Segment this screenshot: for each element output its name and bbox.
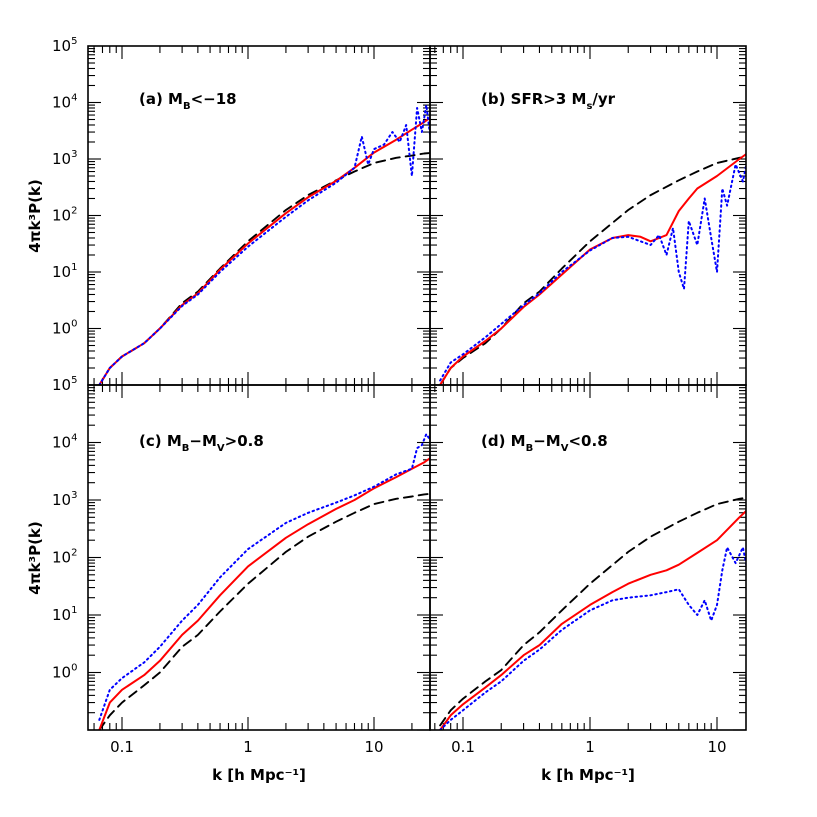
y-tick-label: 101 — [52, 262, 77, 281]
series-solid-line — [98, 116, 430, 385]
series-dashed-line — [439, 496, 746, 727]
x-tick-label: 10 — [364, 738, 383, 756]
panel-b-label: (b) SFR>3 Ms/yr — [481, 90, 616, 112]
series-dashed-line — [439, 155, 746, 385]
panel-a-ticks — [88, 46, 430, 386]
y-axis-title-bottom: 4πk³P(k) — [26, 521, 44, 595]
x-axis-title-right: k [h Mpc⁻¹] — [541, 766, 635, 784]
y-tick-labels: 100 101 102 103 104 105 100 101 102 103 104 105 — [52, 36, 77, 682]
panel-c-ticks — [88, 385, 430, 731]
y-axis-title-top: 4πk³P(k) — [26, 179, 44, 253]
series-dotted-line — [98, 433, 430, 721]
y-tick-label: 100 — [52, 663, 77, 682]
y-tick-label: 105 — [52, 375, 77, 394]
panel-d-frame — [429, 384, 747, 731]
panel-d-lines — [439, 496, 746, 730]
x-tick-labels: 0.1 1 10 0.1 1 10 — [110, 738, 726, 756]
y-tick-label: 104 — [52, 433, 77, 452]
y-tick-label: 103 — [52, 490, 77, 509]
x-tick-label: 10 — [707, 738, 726, 756]
panel-a-lines — [98, 104, 430, 385]
series-dashed-line — [98, 152, 430, 385]
x-tick-label: 1 — [243, 738, 253, 756]
series-dotted-line — [439, 160, 746, 382]
panel-a-label: (a) MB<−18 — [139, 90, 237, 112]
panel-d-label: (d) MB−MV<0.8 — [481, 432, 608, 454]
y-tick-label: 105 — [52, 36, 77, 55]
panel-a: (a) MB<−18 — [87, 45, 431, 386]
x-tick-label: 0.1 — [451, 738, 475, 756]
panel-b-ticks — [430, 46, 746, 386]
panel-c-lines — [98, 433, 430, 730]
panel-b-lines — [439, 152, 746, 385]
y-tick-label: 102 — [52, 206, 77, 225]
series-dashed-line — [98, 492, 430, 730]
panel-c: (c) MB−MV>0.8 — [87, 384, 431, 731]
series-solid-line — [439, 152, 746, 385]
panel-b-frame — [429, 45, 747, 386]
y-tick-label: 103 — [52, 149, 77, 168]
y-tick-label: 102 — [52, 548, 77, 567]
panel-c-label: (c) MB−MV>0.8 — [139, 432, 264, 454]
series-dotted-line — [439, 546, 746, 730]
y-tick-label: 100 — [52, 319, 77, 338]
panel-b: (b) SFR>3 Ms/yr — [429, 45, 747, 386]
series-solid-line — [98, 456, 430, 730]
series-dotted-line — [98, 104, 430, 385]
x-tick-label: 0.1 — [110, 738, 134, 756]
panel-d: (d) MB−MV<0.8 — [429, 384, 747, 731]
x-tick-label: 1 — [585, 738, 595, 756]
series-solid-line — [439, 509, 746, 730]
y-tick-label: 104 — [52, 93, 77, 112]
x-axis-title-left: k [h Mpc⁻¹] — [212, 766, 306, 784]
panel-d-ticks — [430, 385, 746, 731]
y-tick-label: 101 — [52, 605, 77, 624]
